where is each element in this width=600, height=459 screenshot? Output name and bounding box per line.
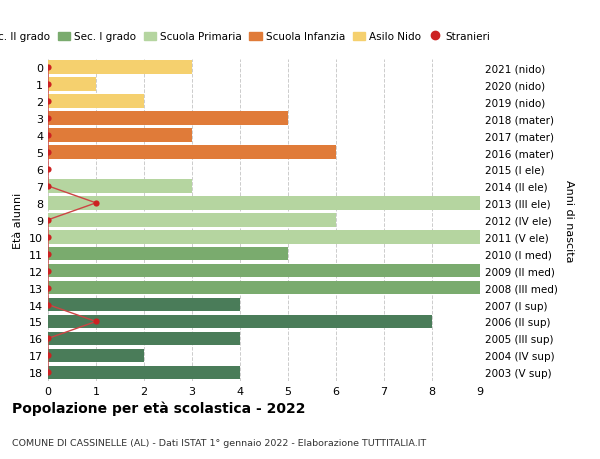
Y-axis label: Anni di nascita: Anni di nascita: [565, 179, 574, 262]
Bar: [48, 78, 96, 92]
Point: [43, 149, 53, 157]
Bar: [48, 247, 288, 261]
Point: [43, 81, 53, 89]
Bar: [48, 264, 480, 278]
Point: [43, 251, 53, 258]
Bar: [48, 230, 480, 244]
Bar: [48, 213, 336, 227]
Text: COMUNE DI CASSINELLE (AL) - Dati ISTAT 1° gennaio 2022 - Elaborazione TUTTITALIA: COMUNE DI CASSINELLE (AL) - Dati ISTAT 1…: [12, 438, 426, 448]
Bar: [48, 146, 336, 159]
Bar: [48, 281, 480, 295]
Point: [43, 217, 53, 224]
Point: [43, 98, 53, 106]
Bar: [48, 129, 192, 143]
Point: [43, 64, 53, 72]
Point: [43, 166, 53, 173]
Point: [43, 268, 53, 275]
Point: [91, 200, 101, 207]
Bar: [48, 332, 240, 346]
Point: [43, 335, 53, 342]
Point: [91, 318, 101, 325]
Point: [43, 352, 53, 359]
Y-axis label: Età alunni: Età alunni: [13, 192, 23, 248]
Bar: [48, 180, 192, 193]
Legend: Sec. II grado, Sec. I grado, Scuola Primaria, Scuola Infanzia, Asilo Nido, Stran: Sec. II grado, Sec. I grado, Scuola Prim…: [0, 28, 494, 46]
Bar: [48, 349, 144, 362]
Point: [43, 234, 53, 241]
Text: Popolazione per età scolastica - 2022: Popolazione per età scolastica - 2022: [12, 401, 305, 415]
Bar: [48, 62, 192, 75]
Point: [43, 183, 53, 190]
Point: [43, 301, 53, 308]
Bar: [48, 95, 144, 109]
Point: [43, 369, 53, 376]
Bar: [48, 112, 288, 126]
Bar: [48, 366, 240, 379]
Bar: [48, 315, 432, 329]
Point: [43, 284, 53, 291]
Bar: [48, 298, 240, 312]
Point: [43, 132, 53, 140]
Bar: [48, 196, 480, 210]
Point: [43, 115, 53, 123]
